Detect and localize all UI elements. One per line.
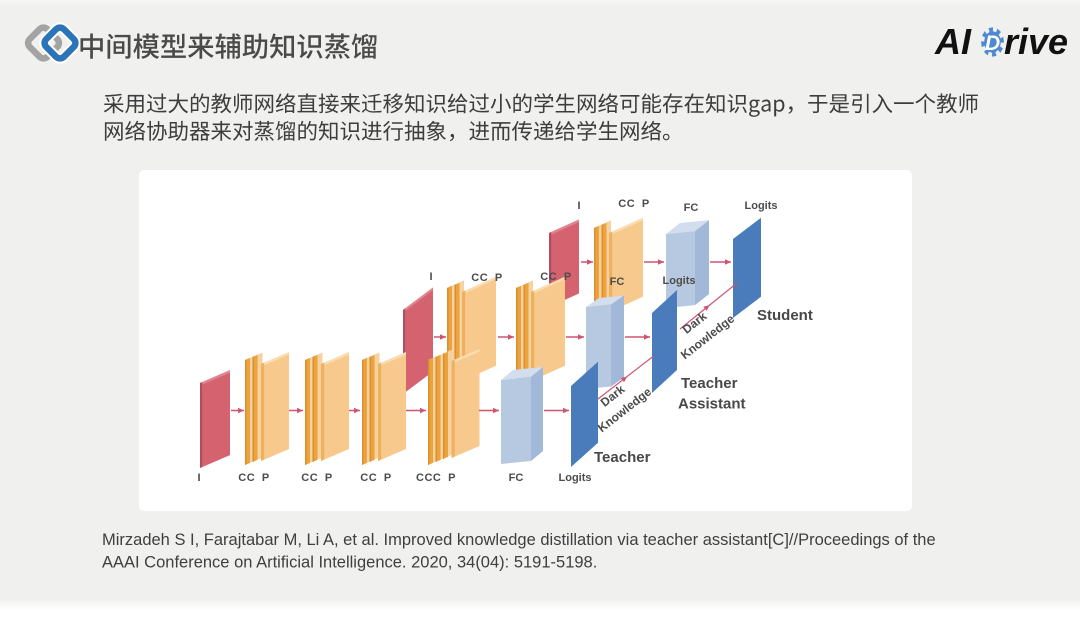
- svg-text:rive: rive: [1004, 21, 1068, 62]
- svg-text:FC: FC: [509, 472, 524, 484]
- svg-text:Logits: Logits: [663, 275, 696, 287]
- svg-text:CC P: CC P: [618, 198, 649, 210]
- svg-text:I: I: [577, 200, 580, 212]
- svg-text:FC: FC: [610, 276, 625, 288]
- svg-text:CC P: CC P: [360, 472, 391, 484]
- svg-text:Teacher: Teacher: [681, 375, 738, 392]
- svg-text:CC P: CC P: [301, 472, 332, 484]
- svg-text:Assistant: Assistant: [678, 396, 746, 413]
- svg-text:I: I: [197, 472, 200, 484]
- svg-text:Student: Student: [757, 307, 813, 324]
- svg-text:CC P: CC P: [540, 271, 571, 283]
- svg-text:Teacher: Teacher: [594, 449, 651, 466]
- svg-text:AI: AI: [934, 21, 972, 62]
- svg-text:AAAI Conference on Artificial: AAAI Conference on Artificial Intelligen…: [102, 554, 597, 572]
- svg-text:I: I: [429, 271, 432, 283]
- svg-text:Logits: Logits: [559, 472, 592, 484]
- svg-text:Mirzadeh S I, Farajtabar M, Li: Mirzadeh S I, Farajtabar M, Li A, et al.…: [102, 531, 936, 549]
- svg-text:CC P: CC P: [471, 272, 502, 284]
- svg-text:FC: FC: [684, 202, 699, 214]
- svg-text:CC P: CC P: [238, 472, 269, 484]
- svg-text:Logits: Logits: [745, 200, 778, 212]
- svg-text:CCC P: CCC P: [416, 472, 456, 484]
- svg-text:D: D: [985, 32, 1000, 55]
